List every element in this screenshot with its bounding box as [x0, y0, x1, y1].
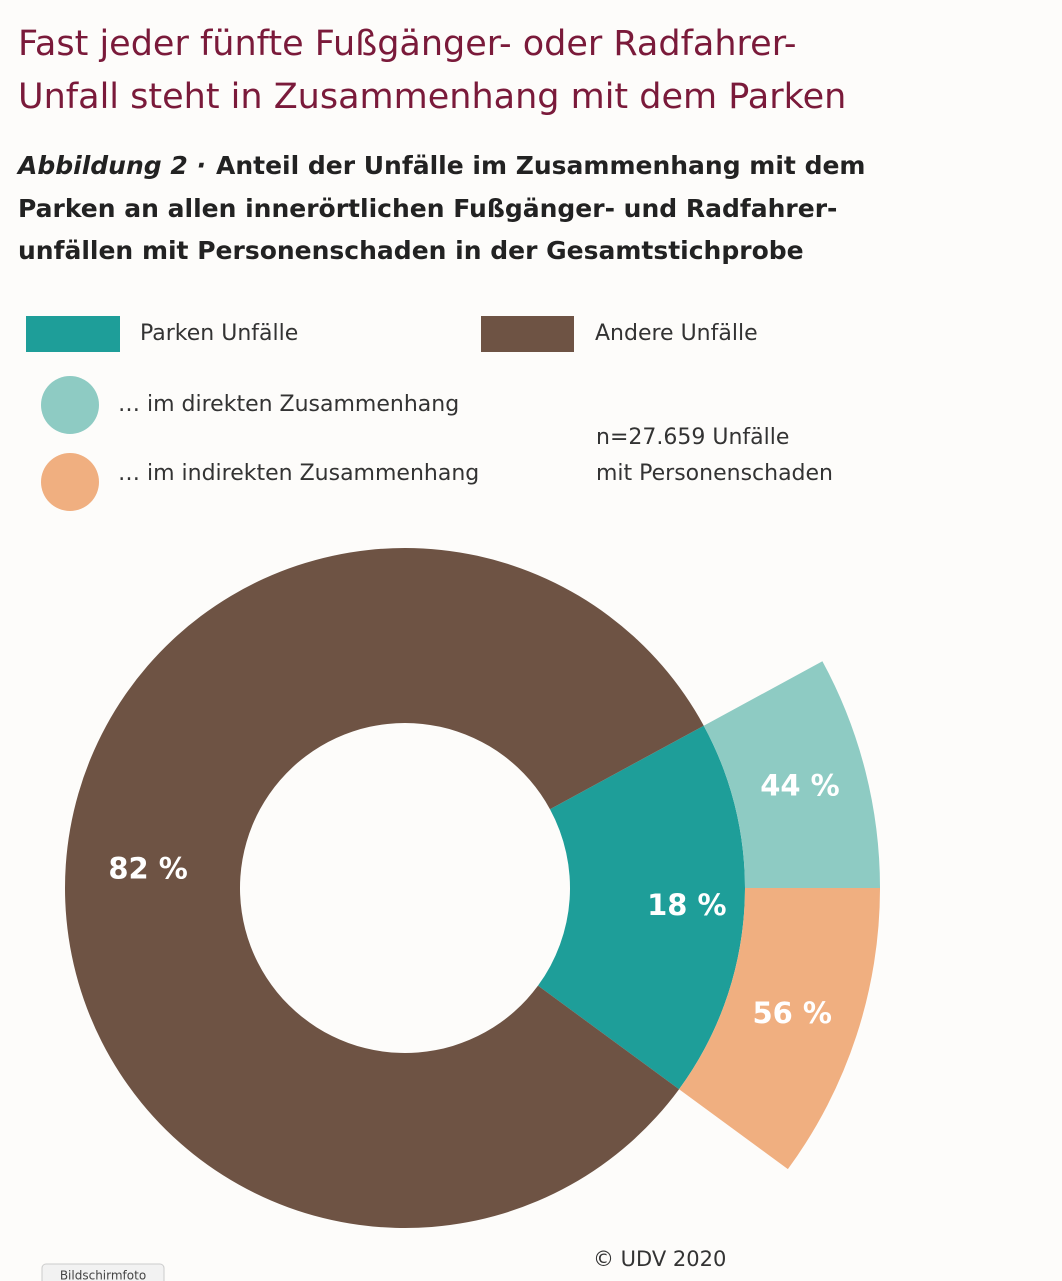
value-label: 18 %	[647, 888, 727, 922]
sub-value-label: 44 %	[760, 769, 840, 803]
value-label: 82 %	[108, 852, 188, 886]
legend-swatch	[41, 453, 99, 511]
wedge	[537, 725, 745, 1090]
figure-label: Abbildung 2 ·	[16, 151, 206, 180]
sub-wedge	[679, 888, 880, 1170]
plot-area: 18 % 82 % 44 % 56 %	[65, 547, 880, 1228]
subtitle-line: Parken an allen innerörtlichen Fußgänger…	[18, 194, 837, 223]
legend-label: Andere Unfälle	[595, 321, 758, 346]
chart-title: Unfall steht in Zusammenhang mit dem Par…	[18, 77, 846, 117]
subtitle: Abbildung 2 · Anteil der Unfälle im Zusam…	[16, 151, 865, 180]
note: mit Personenschaden	[596, 461, 833, 486]
note: n=27.659 Unfälle	[596, 425, 789, 450]
screenshot-tag-label: Bildschirmfoto	[60, 1269, 146, 1281]
legend-label: Parken Unfälle	[140, 321, 298, 346]
chart-title: Fast jeder fünfte Fußgänger- oder Radfah…	[18, 24, 796, 64]
legend-swatch	[26, 316, 120, 352]
legend-label: … im indirekten Zusammenhang	[118, 461, 479, 486]
source: © UDV 2020	[593, 1247, 726, 1271]
screenshot-tag	[41, 1263, 165, 1281]
sub-wedge	[703, 661, 880, 888]
legend-label: … im direkten Zusammenhang	[118, 392, 459, 417]
legend-swatch	[41, 376, 99, 434]
sub-value-label: 56 %	[752, 996, 832, 1030]
subtitle-line: Anteil der Unfälle im Zusammenhang mit d…	[216, 151, 866, 180]
wedge	[65, 547, 704, 1228]
legend-swatch	[481, 316, 574, 352]
subtitle-line: unfällen mit Personenschaden in der Gesa…	[18, 236, 804, 265]
